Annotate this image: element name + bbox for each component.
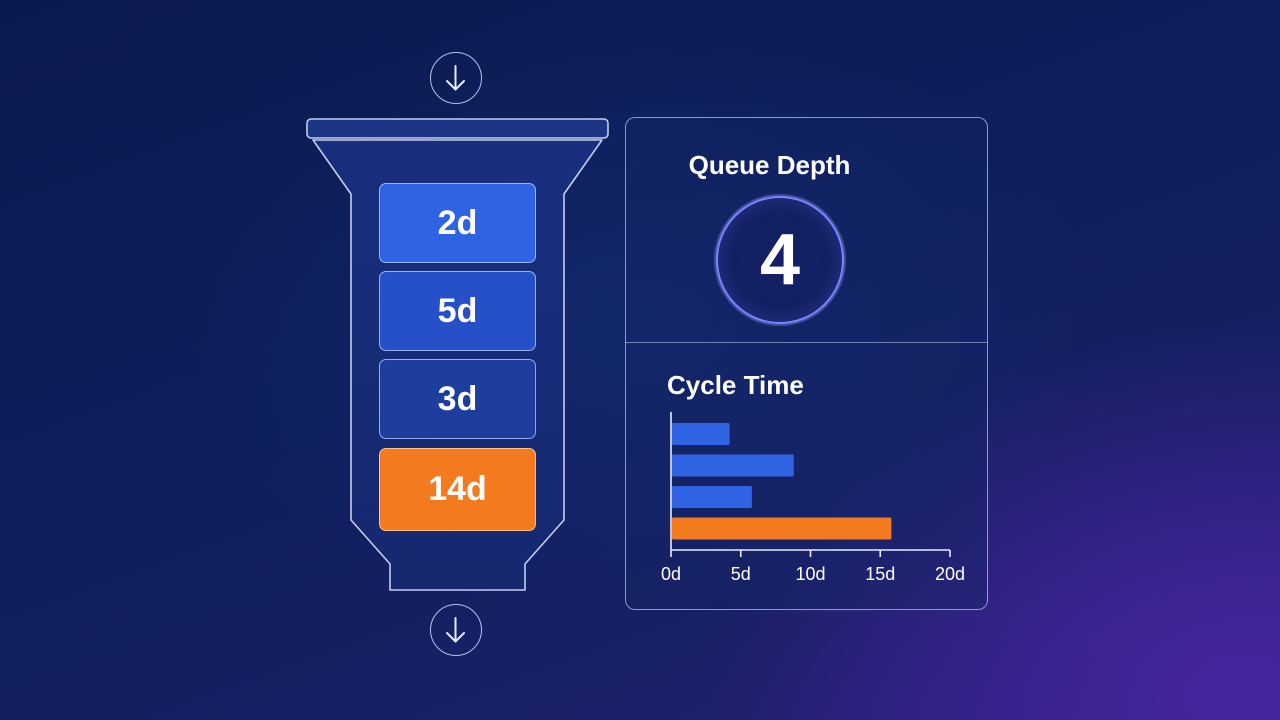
outflow-arrow [430, 604, 482, 656]
bar [672, 454, 794, 477]
queue-depth-value: 4 [716, 196, 844, 324]
metrics-panel: Queue Depth 4 Cycle Time 0d 5d 10d 15d 20d [625, 117, 988, 610]
x-tick-label: 0d [661, 564, 681, 584]
queue-item: 5d [379, 271, 536, 351]
bar [672, 517, 892, 540]
cycle-time-title: Cycle Time [667, 370, 804, 400]
x-tick-label: 5d [731, 564, 751, 584]
bar [672, 423, 730, 445]
bar [672, 486, 752, 508]
funnel-rim [306, 118, 609, 139]
arrow-down-icon [446, 65, 465, 91]
x-tick-label: 15d [865, 564, 895, 584]
inflow-arrow [430, 52, 482, 104]
queue-item: 3d [379, 359, 536, 439]
queue-item-highlighted: 14d [379, 448, 536, 531]
queue-depth-title: Queue Depth [688, 150, 851, 180]
x-tick-label: 20d [935, 564, 965, 584]
queue-item: 2d [379, 183, 536, 263]
cycle-time-chart: 0d 5d 10d 15d 20d [661, 412, 965, 584]
arrow-down-icon [446, 617, 465, 643]
x-tick-label: 10d [795, 564, 825, 584]
panel-divider [626, 342, 987, 343]
